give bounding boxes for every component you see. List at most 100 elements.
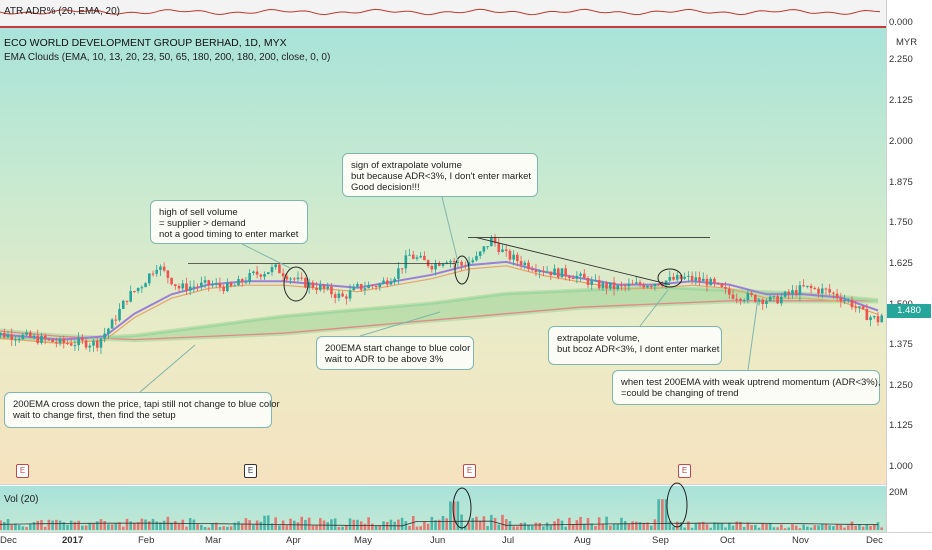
ema-cloud <box>0 285 878 343</box>
volume-bar <box>363 523 367 530</box>
volume-bar <box>58 520 62 530</box>
annotation-line: wait to change first, then find the setu… <box>13 410 176 421</box>
volume-bar <box>478 520 482 530</box>
candle-body <box>385 280 389 285</box>
volume-bar <box>493 517 497 530</box>
candle-body <box>289 278 292 280</box>
price-tick-label: 1.250 <box>889 380 913 391</box>
volume-bar <box>631 521 634 530</box>
candle-body <box>352 286 356 291</box>
panel-separator[interactable] <box>0 484 886 485</box>
volume-bar <box>545 522 549 530</box>
panel-separator[interactable] <box>0 26 886 28</box>
candle-body <box>69 343 73 346</box>
volume-bar <box>564 526 567 530</box>
atr-title[interactable]: ATR ADR% (20, EMA, 20) <box>4 6 120 17</box>
candle-body <box>713 278 716 283</box>
candle-body <box>185 283 188 291</box>
time-axis[interactable] <box>0 532 932 550</box>
volume-bar <box>690 527 694 530</box>
earnings-marker[interactable]: E <box>244 464 257 478</box>
volume-bar <box>266 515 270 530</box>
annotation-sell-volume[interactable]: high of sell volume = supplier > demand … <box>150 200 308 244</box>
candle-body <box>255 271 259 275</box>
candle-body <box>839 297 843 302</box>
price-tick-label: 1.000 <box>889 461 913 472</box>
volume-bar <box>32 522 36 530</box>
annotation-extrapolate-no-entry[interactable]: extrapolate volume, but bcoz ADR<3%, I d… <box>548 326 722 365</box>
candle-body <box>62 338 66 343</box>
candle-body <box>798 285 802 295</box>
volume-bar <box>0 520 2 530</box>
annotation-200ema-blue[interactable]: 200EMA start change to blue color wait t… <box>316 336 474 370</box>
volume-bar <box>170 522 173 530</box>
price-tick-label: 2.125 <box>889 95 913 106</box>
indicator-title[interactable]: EMA Clouds (EMA, 10, 13, 20, 23, 50, 65,… <box>4 52 331 63</box>
earnings-marker[interactable]: E <box>16 464 29 478</box>
candle-body <box>824 288 828 290</box>
price-axis[interactable] <box>886 0 932 532</box>
volume-bar <box>739 521 742 530</box>
volume-bar <box>471 518 475 530</box>
volume-bar <box>55 519 58 530</box>
annotation-test-200ema[interactable]: when test 200EMA with weak uptrend momen… <box>612 370 881 405</box>
volume-bar <box>653 519 657 530</box>
chart-title[interactable]: ECO WORLD DEVELOPMENT GROUP BERHAD, 1D, … <box>4 37 287 49</box>
volume-bar <box>709 527 712 530</box>
earnings-marker[interactable]: E <box>463 464 476 478</box>
candle-body <box>731 294 735 299</box>
volume-bar <box>211 522 214 530</box>
candle-body <box>14 339 17 341</box>
volume-bar <box>389 519 393 530</box>
candle-body <box>248 273 251 282</box>
candle-body <box>6 334 10 338</box>
annotation-200ema-cross[interactable]: 200EMA cross down the price, tapi still … <box>4 392 280 428</box>
candle-body <box>620 285 623 287</box>
volume-bar <box>319 518 322 530</box>
volume-bar <box>40 519 43 530</box>
volume-bar <box>441 515 445 530</box>
volume-bar <box>88 522 92 530</box>
candle-body <box>136 287 140 292</box>
time-tick-label: Dec <box>866 535 883 546</box>
candle-body <box>121 300 125 309</box>
candle-body <box>876 316 880 323</box>
volume-bar <box>835 524 839 530</box>
annotation-line: but bcoz ADR<3%, I dont enter market <box>557 344 720 355</box>
volume-bar <box>504 519 508 530</box>
volume-bar <box>341 526 344 530</box>
candle-body <box>281 273 285 277</box>
candle-body <box>809 285 813 289</box>
volume-bar <box>683 527 686 530</box>
candle-body <box>516 254 519 262</box>
volume-max-label: 20M <box>889 487 908 498</box>
candle-body <box>478 251 482 256</box>
candle-body <box>549 271 553 276</box>
candle-body <box>58 338 62 344</box>
volume-bar <box>832 526 835 530</box>
volume-title[interactable]: Vol (20) <box>4 494 39 505</box>
annotation-extrapolate-volume[interactable]: sign of extrapolate volume but because A… <box>342 153 538 197</box>
candle-body <box>590 280 594 285</box>
candle-body <box>292 278 296 280</box>
volume-bar <box>594 525 597 530</box>
volume-bar <box>449 501 452 530</box>
volume-bar <box>553 521 556 530</box>
candle-body <box>341 293 344 297</box>
candle-body <box>196 286 199 288</box>
candle-body <box>605 282 608 289</box>
volume-bar <box>147 521 151 530</box>
volume-bar <box>791 524 794 530</box>
candle-body <box>55 342 58 344</box>
candle-body <box>646 285 649 288</box>
volume-bar <box>181 519 185 530</box>
atr-value-label: 0.000 <box>889 17 913 28</box>
candle-body <box>345 296 348 299</box>
volume-bar <box>196 523 199 530</box>
volume-bar <box>765 523 768 530</box>
earnings-marker[interactable]: E <box>678 464 691 478</box>
volume-bar <box>162 520 166 530</box>
volume-bar <box>62 522 66 530</box>
candle-body <box>832 292 835 294</box>
